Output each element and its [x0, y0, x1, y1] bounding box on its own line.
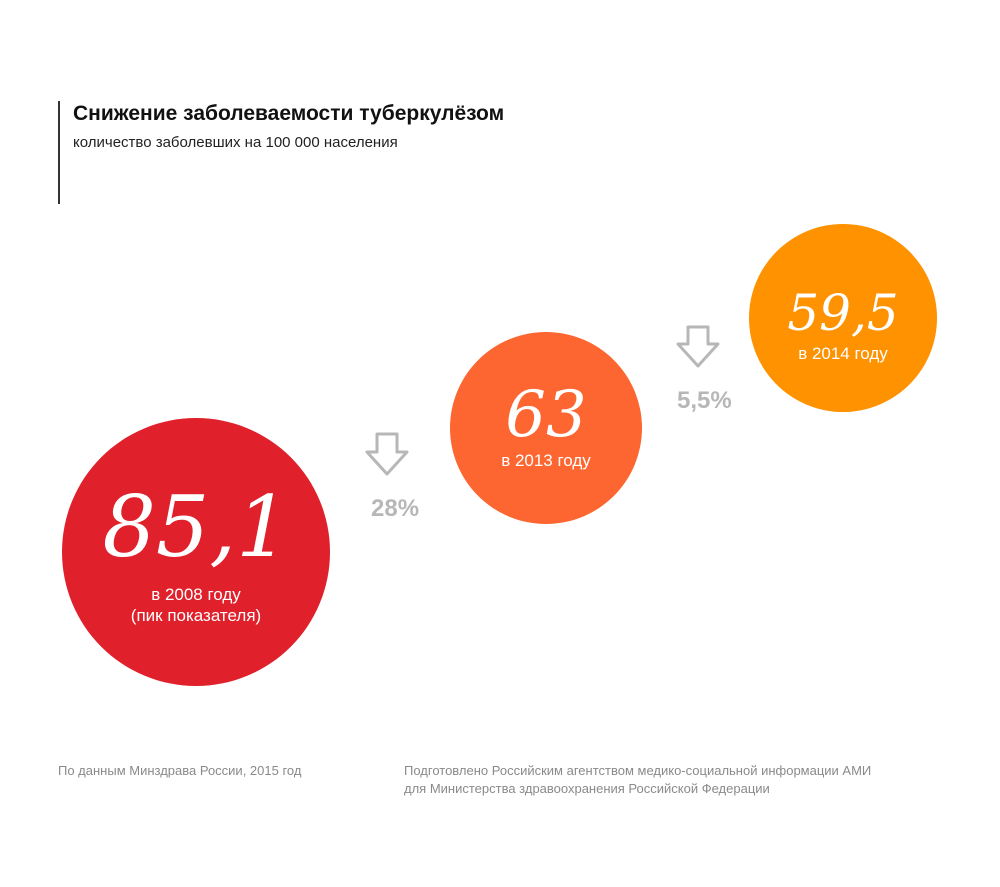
caption-2008-line2: (пик показателя) [131, 606, 261, 625]
credit-line-2: для Министерства здравоохранения Российс… [404, 781, 770, 796]
caption-2014-line1: в 2014 году [798, 344, 888, 363]
bubble-2014 [749, 224, 937, 412]
source-note: По данным Минздрава России, 2015 год [58, 763, 302, 778]
value-label-2014: 59,5 [787, 284, 898, 342]
change-label-2013-2014: 5,5% [677, 387, 732, 414]
credit-note: Подготовлено Российским агентством медик… [404, 762, 871, 798]
chart-title: Снижение заболеваемости туберкулёзом [73, 102, 505, 125]
value-label-2008: 85,1 [102, 478, 289, 576]
down-arrow-icon [365, 432, 409, 476]
caption-2013-line1: в 2013 году [501, 451, 591, 470]
chart-subtitle: количество заболевших на 100 000 населен… [73, 134, 398, 151]
credit-line-1: Подготовлено Российским агентством медик… [404, 763, 872, 778]
value-label-2013: 63 [505, 378, 586, 452]
title-accent-bar [58, 101, 60, 204]
bubble-2008 [62, 418, 330, 686]
caption-2008-line1: в 2008 году [151, 585, 241, 604]
bubble-2013 [450, 332, 642, 524]
change-label-2008-2013: 28% [371, 495, 419, 522]
down-arrow-icon [676, 325, 720, 368]
